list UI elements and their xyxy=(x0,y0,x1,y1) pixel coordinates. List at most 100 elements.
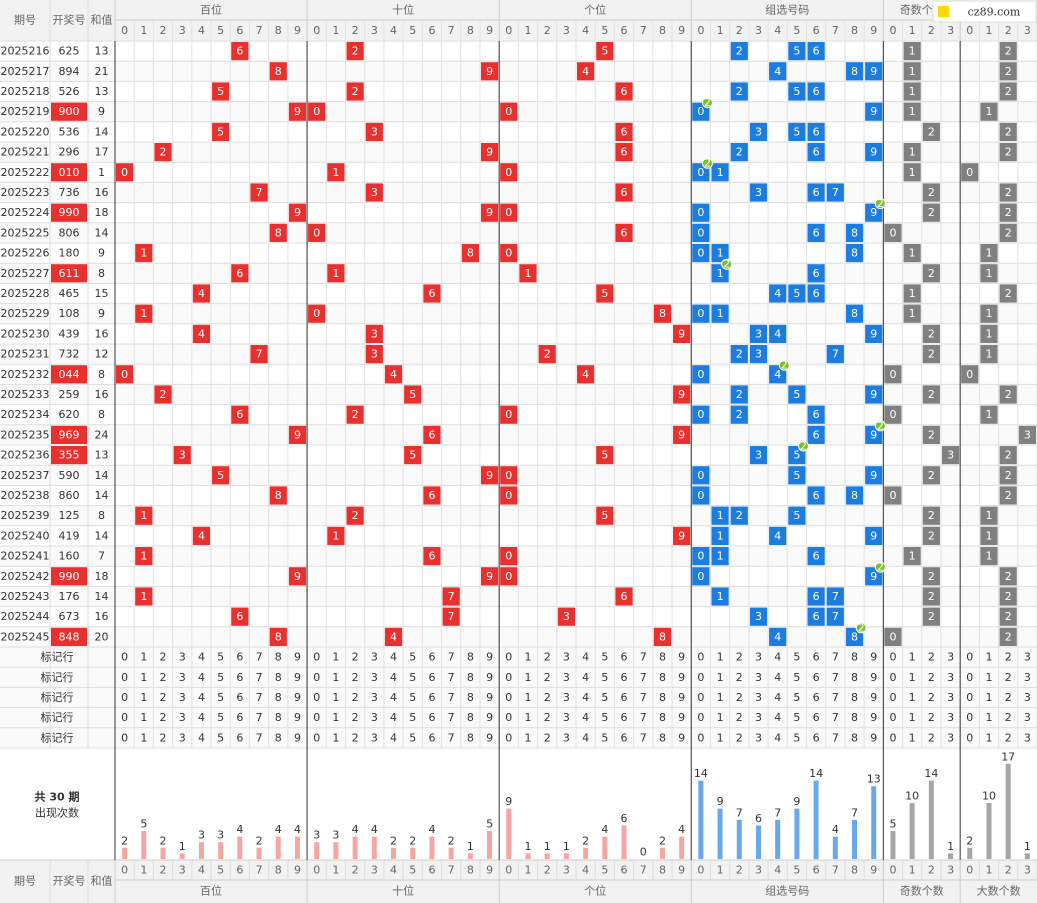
group-digit: 1 xyxy=(717,267,724,280)
digit-header: 2 xyxy=(1005,24,1012,37)
big-digit: 2 xyxy=(1005,45,1012,58)
group-cell xyxy=(769,284,787,303)
digit-footer: 6 xyxy=(621,864,628,877)
bai-digit: 5 xyxy=(217,469,224,482)
issue: 2025231 xyxy=(1,348,50,361)
number: 590 xyxy=(59,469,80,482)
bai-digit: 2 xyxy=(160,146,167,159)
big-digit: 2 xyxy=(1005,469,1012,482)
group-cell xyxy=(788,284,806,303)
issue: 2025234 xyxy=(1,408,50,421)
group-digit: 6 xyxy=(813,125,820,138)
digit-header: 7 xyxy=(832,24,839,37)
marker-digit: 5 xyxy=(217,691,224,704)
group-digit: 7 xyxy=(832,186,839,199)
group-digit: 3 xyxy=(755,125,762,138)
marker-digit: 3 xyxy=(371,691,378,704)
marker-digit: 2 xyxy=(544,671,551,684)
group-digit: 0 xyxy=(697,206,704,219)
shi-digit: 5 xyxy=(409,388,416,401)
marker-digit: 9 xyxy=(870,731,877,744)
digit-footer: 4 xyxy=(774,864,781,877)
group-digit: 7 xyxy=(832,348,839,361)
count-bar xyxy=(948,853,954,859)
issue: 2025218 xyxy=(1,85,50,98)
number: 732 xyxy=(59,348,80,361)
count-bar xyxy=(371,836,377,859)
big-cell xyxy=(980,405,998,424)
marker-digit: 3 xyxy=(371,651,378,664)
issue: 2025226 xyxy=(1,247,50,260)
digit-header: 7 xyxy=(256,24,263,37)
big-cell xyxy=(980,244,998,263)
group-cell xyxy=(692,547,710,566)
group-footer: 十位 xyxy=(392,884,414,898)
digit-footer: 8 xyxy=(851,864,858,877)
group-cell xyxy=(788,466,806,485)
marker-digit: 0 xyxy=(966,671,973,684)
marker-digit: 8 xyxy=(659,691,666,704)
group-cell xyxy=(711,244,729,263)
marker-digit: 1 xyxy=(524,711,531,724)
number: 180 xyxy=(59,247,80,260)
issue: 2025220 xyxy=(1,125,50,138)
ge-digit: 0 xyxy=(505,408,512,421)
issue: 2025243 xyxy=(1,590,50,603)
group-digit: 9 xyxy=(870,146,877,159)
ge-digit: 6 xyxy=(621,85,628,98)
bai-cell xyxy=(135,244,153,263)
big-digit: 2 xyxy=(1005,206,1012,219)
group-cell xyxy=(807,82,825,101)
marker-digit: 9 xyxy=(486,711,493,724)
ge-cell xyxy=(500,203,518,222)
count-bar xyxy=(429,836,435,859)
odd-cell xyxy=(903,547,921,566)
digit-header: 2 xyxy=(160,24,167,37)
marker-digit: 3 xyxy=(563,711,570,724)
group-digit: 9 xyxy=(870,469,877,482)
shi-digit: 1 xyxy=(332,267,339,280)
ge-cell xyxy=(577,62,595,81)
sum: 16 xyxy=(95,610,109,623)
odd-cell xyxy=(922,324,940,343)
count-label: 3 xyxy=(217,829,224,842)
repeat-count: 2 xyxy=(877,197,884,210)
bai-cell xyxy=(269,486,287,505)
marker-digit: 2 xyxy=(736,731,743,744)
marker-digit: 1 xyxy=(524,691,531,704)
group-digit: 4 xyxy=(774,65,781,78)
big-cell xyxy=(961,365,979,384)
sum: 21 xyxy=(95,65,109,78)
group-digit: 1 xyxy=(717,590,724,603)
bai-cell xyxy=(173,446,191,465)
shi-cell xyxy=(423,547,441,566)
digit-footer: 3 xyxy=(1024,864,1031,877)
group-header: 百位 xyxy=(200,3,222,17)
bai-digit: 1 xyxy=(140,247,147,260)
digit-footer: 4 xyxy=(198,864,205,877)
marker-digit: 4 xyxy=(390,671,397,684)
count-label: 4 xyxy=(275,823,282,836)
big-digit: 2 xyxy=(1005,570,1012,583)
group-digit: 7 xyxy=(832,590,839,603)
ge-cell xyxy=(500,486,518,505)
marker-digit: 8 xyxy=(467,711,474,724)
marker-digit: 5 xyxy=(217,711,224,724)
group-digit: 8 xyxy=(851,226,858,239)
digit-footer: 5 xyxy=(409,864,416,877)
marker-digit: 8 xyxy=(467,671,474,684)
count-label: 4 xyxy=(832,823,839,836)
digit-header: 8 xyxy=(467,24,474,37)
digit-header: 0 xyxy=(505,24,512,37)
group-cell xyxy=(730,82,748,101)
odd-digit: 2 xyxy=(928,428,935,441)
repeat-count: 2 xyxy=(723,258,730,271)
marker-digit: 4 xyxy=(198,671,205,684)
digit-header: 9 xyxy=(294,24,301,37)
big-cell xyxy=(999,122,1017,141)
group-digit: 6 xyxy=(813,287,820,300)
digit-footer: 3 xyxy=(179,864,186,877)
odd-cell xyxy=(922,122,940,141)
count-label: 6 xyxy=(621,812,628,825)
group-cell xyxy=(807,486,825,505)
